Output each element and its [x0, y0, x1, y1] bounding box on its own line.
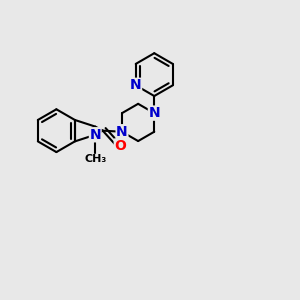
Text: N: N	[116, 125, 128, 139]
Text: N: N	[148, 106, 160, 120]
Text: O: O	[114, 139, 126, 153]
Text: N: N	[130, 78, 142, 92]
Text: CH₃: CH₃	[84, 154, 106, 164]
Text: N: N	[89, 128, 101, 142]
